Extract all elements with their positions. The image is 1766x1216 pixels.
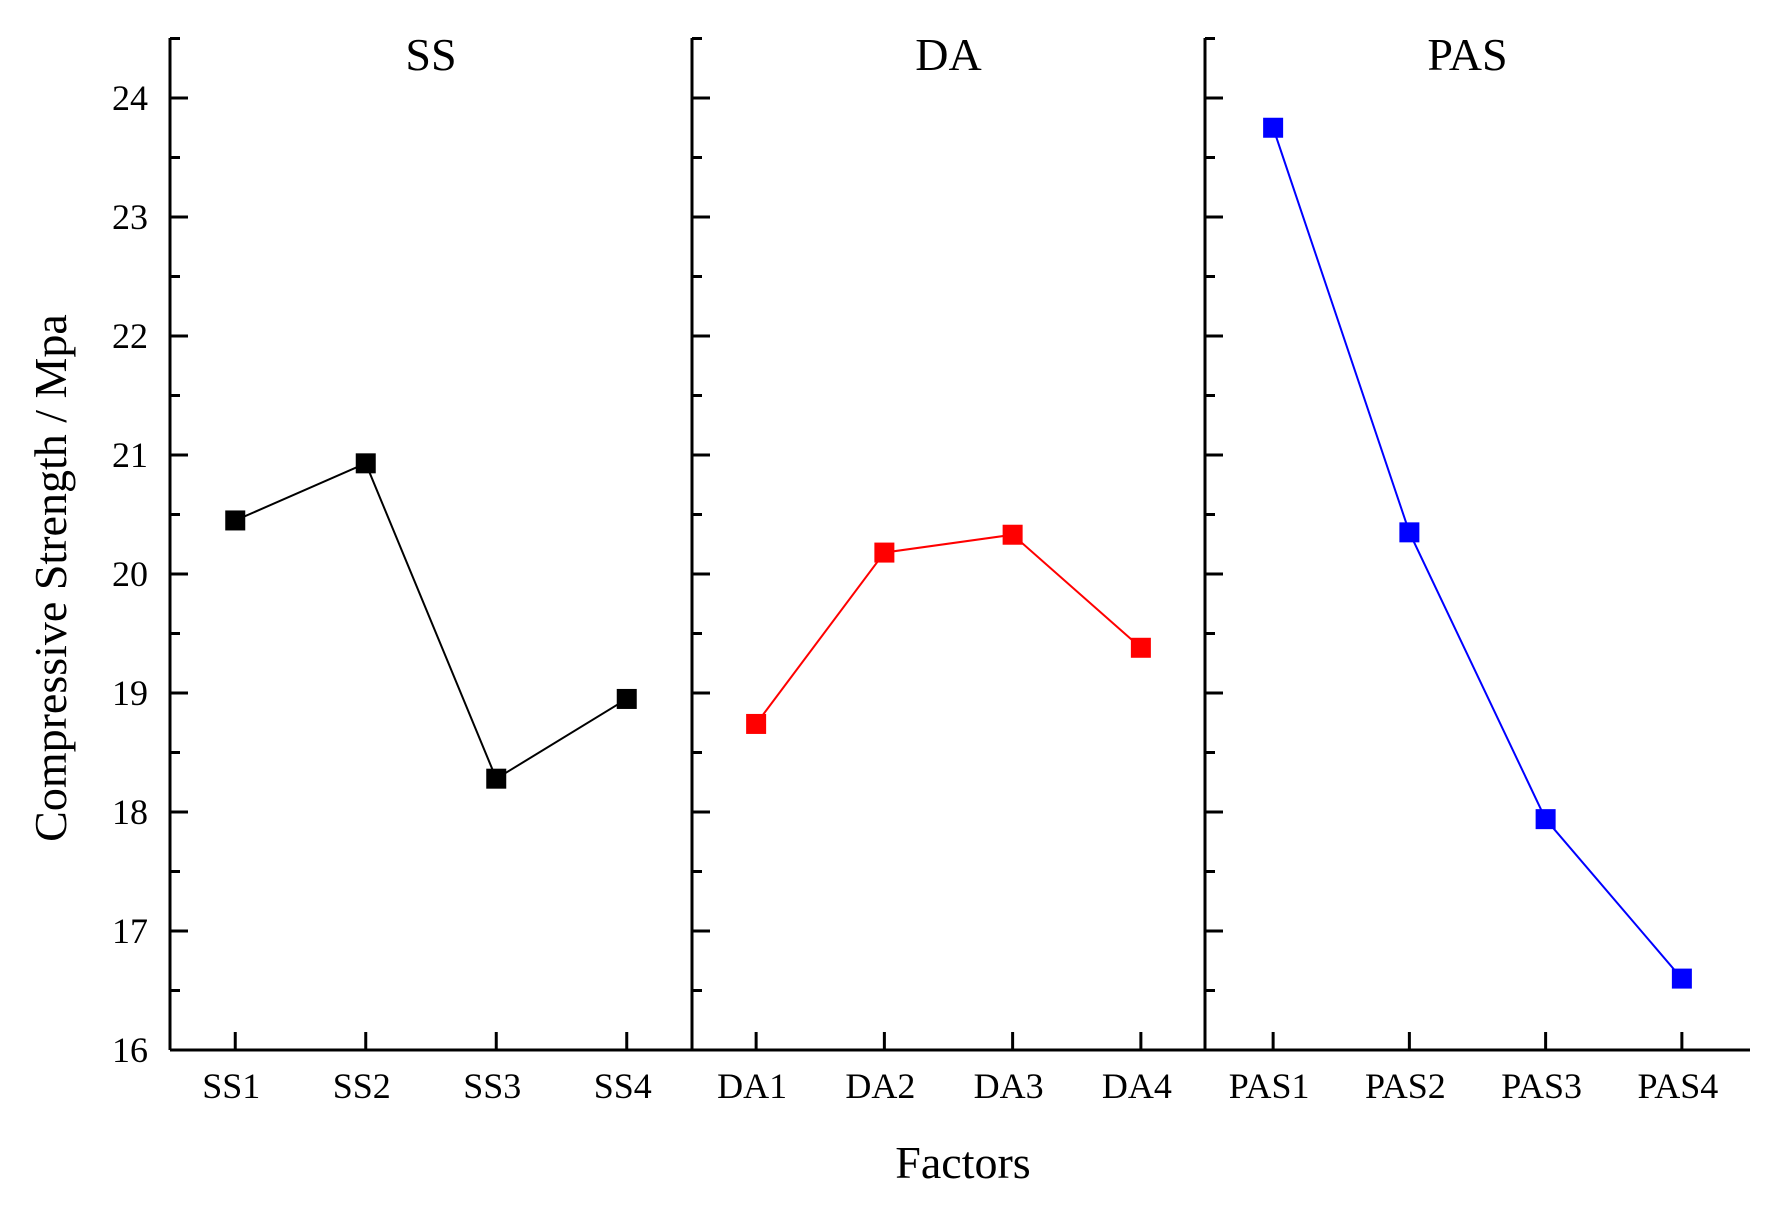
data-point-pas3 (1535, 809, 1556, 830)
x-tick-label-da3: DA3 (974, 1066, 1044, 1106)
data-point-pas1 (1263, 117, 1284, 138)
x-tick-label-da4: DA4 (1102, 1066, 1172, 1106)
x-tick-label-pas2: PAS2 (1365, 1066, 1446, 1106)
y-tick-label: 17 (112, 911, 148, 951)
data-point-ss2 (355, 453, 376, 474)
y-tick-label: 19 (112, 673, 148, 713)
x-tick-label-pas3: PAS3 (1501, 1066, 1582, 1106)
data-point-da2 (874, 542, 895, 563)
y-axis-title: Compressive Strength / Mpa (25, 314, 76, 842)
data-point-da4 (1130, 637, 1151, 658)
y-tick-label: 24 (112, 78, 148, 118)
x-tick-label-ss1: SS1 (202, 1066, 260, 1106)
panel-title-pas: PAS (1427, 29, 1507, 80)
data-point-pas4 (1671, 968, 1692, 989)
y-tick-label: 18 (112, 792, 148, 832)
x-tick-label-ss3: SS3 (463, 1066, 521, 1106)
x-tick-label-ss4: SS4 (594, 1066, 652, 1106)
axes-layer (168, 37, 1750, 1052)
panel-title-ss: SS (405, 29, 456, 80)
x-tick-label-pas1: PAS1 (1229, 1066, 1310, 1106)
x-tick-label-ss2: SS2 (333, 1066, 391, 1106)
y-tick-label: 23 (112, 197, 148, 237)
panel-title-da: DA (915, 29, 981, 80)
marks-layer (225, 117, 1692, 989)
series-line-da (755, 533, 1142, 725)
data-point-da1 (746, 713, 767, 734)
x-tick-label-pas4: PAS4 (1638, 1066, 1719, 1106)
y-tick-label: 16 (112, 1030, 148, 1070)
data-point-da3 (1002, 524, 1023, 545)
y-tick-label: 21 (112, 435, 148, 475)
data-point-ss1 (225, 510, 246, 531)
labels-layer: 16 17 18 19 20 21 22 23 24 SS SS1 SS2 SS3 SS4 DA DA1 DA2… (112, 29, 1718, 1106)
y-tick-label: 22 (112, 316, 148, 356)
y-tick-label: 20 (112, 554, 148, 594)
series-line-pas (1272, 127, 1683, 980)
data-point-pas2 (1399, 522, 1420, 543)
series-line-ss (234, 462, 628, 781)
data-point-ss4 (616, 688, 637, 709)
x-tick-label-da1: DA1 (717, 1066, 787, 1106)
x-tick-label-da2: DA2 (845, 1066, 915, 1106)
data-point-ss3 (486, 768, 507, 789)
x-axis-title: Factors (895, 1137, 1030, 1188)
